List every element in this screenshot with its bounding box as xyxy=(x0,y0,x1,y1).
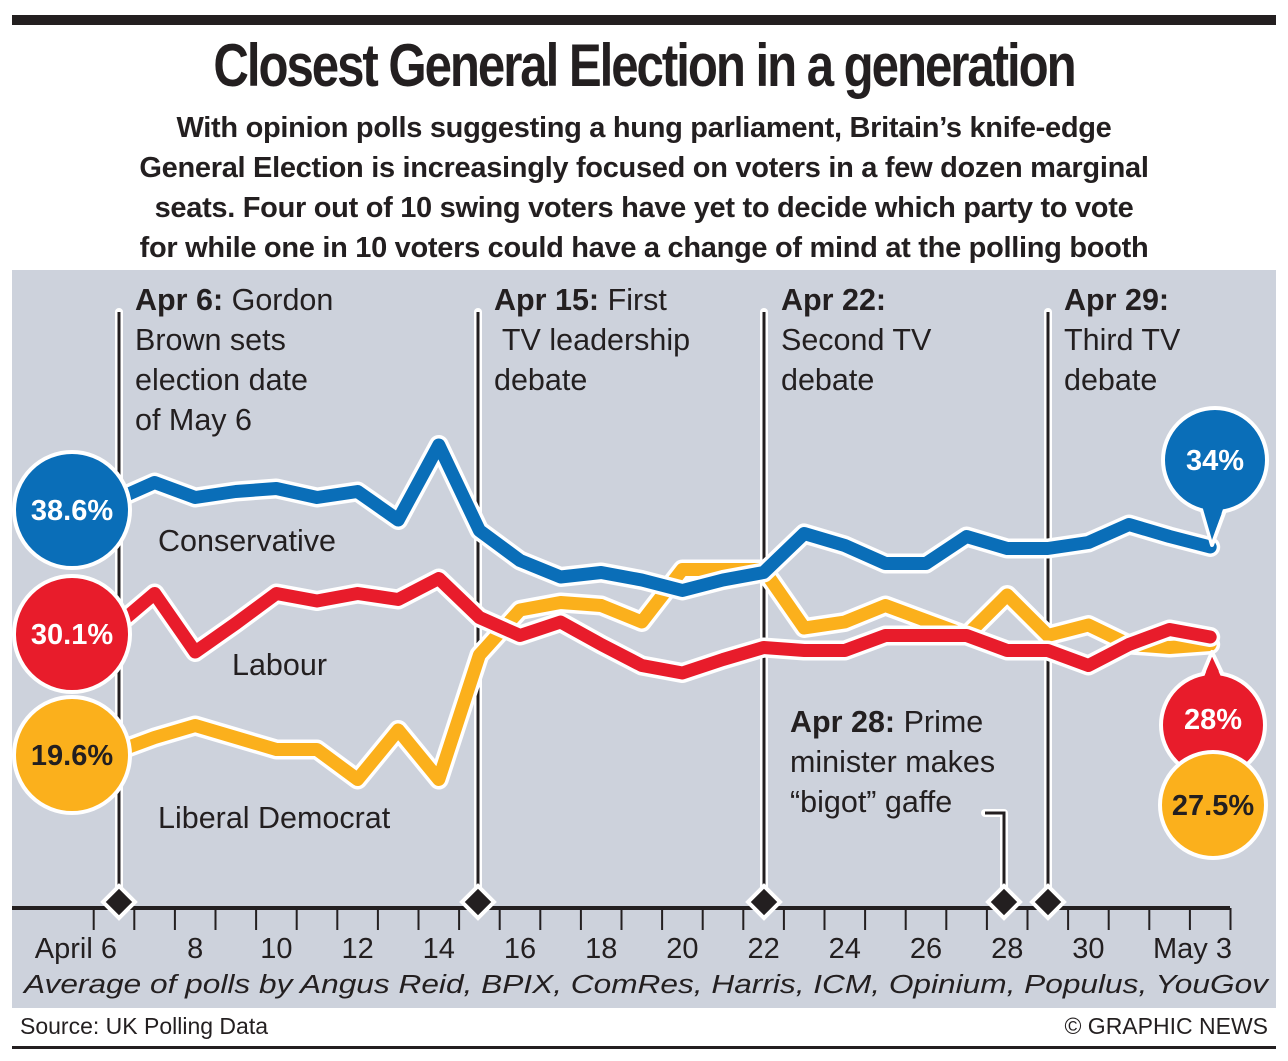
x-tick-label: 22 xyxy=(747,933,779,965)
end-bubble-tail-fill xyxy=(1198,657,1228,692)
series-label-libdem: Liberal Democrat xyxy=(158,801,391,835)
subtitle-line: With opinion polls suggesting a hung par… xyxy=(176,112,1112,144)
source-label: Source: UK Polling Data xyxy=(20,1013,269,1039)
x-tick-label: April 6 xyxy=(35,933,117,965)
event-text-line: Prime xyxy=(895,705,983,739)
x-tick-label: 10 xyxy=(260,933,292,965)
bottom-rule xyxy=(12,1046,1276,1049)
x-tick-label: 26 xyxy=(910,933,942,965)
credit-label: © GRAPHIC NEWS xyxy=(1064,1013,1268,1039)
end-value-label: 28% xyxy=(1184,704,1242,736)
event-diamond-marker xyxy=(745,883,783,921)
event-text-line: First xyxy=(599,283,667,317)
poll-source-note: Average of polls by Angus Reid, BPIX, Co… xyxy=(22,971,1270,999)
start-bubble-conservative xyxy=(12,450,132,570)
x-axis: April 6 8 10 12 14 16 18 20 22 24 26 28 30 May 3 xyxy=(12,883,1232,965)
event-text-line: debate xyxy=(494,363,587,397)
series-lines xyxy=(79,435,1221,790)
event-text-line: Brown sets xyxy=(135,323,286,357)
subtitle-line: seats. Four out of 10 swing voters have … xyxy=(154,192,1134,224)
series-line-conservative xyxy=(83,438,1217,597)
event-annotation: Apr 6: Gordon Brown sets election date of M… xyxy=(135,283,333,437)
start-value-label: 19.6% xyxy=(31,740,113,772)
event-annotation: Apr 22: Second TV debate xyxy=(781,283,932,397)
series-label-labour: Labour xyxy=(232,648,327,682)
chart-subtitle: With opinion polls suggesting a hung par… xyxy=(12,108,1276,268)
event-text-line: Gordon xyxy=(223,283,333,317)
event-date: Apr 29: xyxy=(1064,283,1169,317)
event-text-line: Second TV xyxy=(781,323,932,357)
series-line-libdem xyxy=(83,563,1217,786)
series-labels: Conservative Labour Liberal Democrat xyxy=(158,524,391,835)
x-tick-label: 18 xyxy=(585,933,617,965)
x-tick-label: 14 xyxy=(423,933,455,965)
x-tick-label: 16 xyxy=(504,933,536,965)
event-text-line: TV leadership xyxy=(494,323,690,357)
event-text-line: minister makes xyxy=(790,745,995,779)
event-text-line: of May 6 xyxy=(135,403,252,437)
x-tick-label: 24 xyxy=(829,933,861,965)
event-annotations: Apr 6: Gordon Brown sets election date of M… xyxy=(135,283,1181,819)
event-date: Apr 15: xyxy=(494,283,599,317)
event-diamond-marker xyxy=(1029,883,1067,921)
event-text-line: Third TV xyxy=(1064,323,1181,357)
chart-title: Closest General Election in a generation xyxy=(213,32,1076,99)
top-rule xyxy=(12,15,1276,25)
end-bubble-tail-fill xyxy=(1199,495,1228,540)
series-line-labour xyxy=(83,572,1217,680)
event-date: Apr 6: xyxy=(135,283,223,317)
event-text-line: debate xyxy=(1064,363,1157,397)
start-value-label: 38.6% xyxy=(31,495,113,527)
event-diamond-marker xyxy=(459,883,497,921)
end-bubble-libdem xyxy=(1158,750,1268,860)
start-bubble-labour xyxy=(12,574,132,694)
value-bubbles: 38.6% 30.1% 19.6% 34% 28% 27.5% xyxy=(12,406,1269,860)
x-tick-label: 30 xyxy=(1072,933,1104,965)
event-date: Apr 28: xyxy=(790,705,895,739)
x-tick-label: May 3 xyxy=(1153,933,1232,965)
event-diamond-marker xyxy=(985,883,1023,921)
x-tick-label: 28 xyxy=(991,933,1023,965)
x-tick-label: 12 xyxy=(341,933,373,965)
event-diamond-marker xyxy=(100,883,138,921)
event-text-line: debate xyxy=(781,363,874,397)
event-text-line: election date xyxy=(135,363,308,397)
x-tick-label: 20 xyxy=(666,933,698,965)
event-annotation: Apr 28: Prime minister makes “bigot” gaffe xyxy=(790,705,995,819)
start-bubble-libdem xyxy=(12,695,132,815)
event-date: Apr 22: xyxy=(781,283,886,317)
end-value-label: 27.5% xyxy=(1172,790,1254,822)
event-annotation: Apr 15: First TV leadership debate xyxy=(494,283,690,397)
subtitle-line: General Election is increasingly focused… xyxy=(139,152,1149,184)
event-annotation: Apr 29: Third TV debate xyxy=(1064,283,1181,397)
end-value-label: 34% xyxy=(1186,445,1244,477)
series-line-halo xyxy=(79,435,1221,601)
series-label-conservative: Conservative xyxy=(158,524,336,558)
subtitle-line: for while one in 10 voters could have a … xyxy=(139,232,1149,264)
event-text-line: “bigot” gaffe xyxy=(790,785,952,819)
start-value-label: 30.1% xyxy=(31,619,113,651)
event-connector xyxy=(985,811,1006,900)
x-tick-label: 8 xyxy=(187,933,203,965)
